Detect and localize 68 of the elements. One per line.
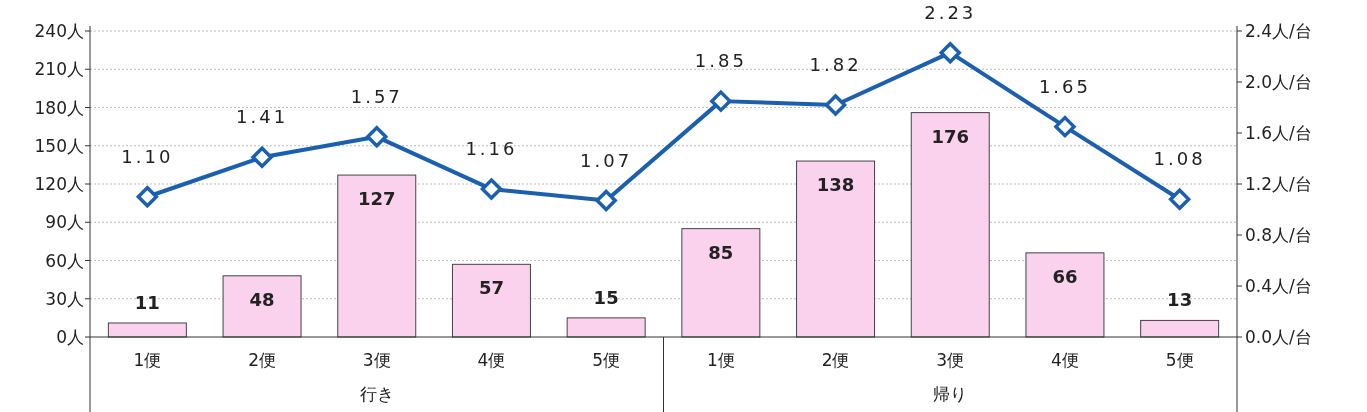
y-tick-label: 210人	[34, 59, 84, 80]
text: 帰り	[933, 384, 968, 404]
x-tick-label: 4便	[477, 350, 506, 370]
y-tick-label: 0人	[56, 327, 84, 347]
y-tick-label: 90人	[45, 212, 84, 233]
bar	[681, 228, 761, 338]
point	[1054, 115, 1076, 138]
y2-tick-label: 2.4人/台	[1245, 21, 1312, 41]
y-tick-label: 120人	[34, 174, 84, 194]
y2-tick-label: 0.8人/台	[1245, 225, 1312, 245]
data-label: 127	[357, 188, 396, 210]
data-label: 2.23	[924, 1, 977, 23]
data-label: 1.65	[1038, 75, 1091, 97]
point	[824, 94, 847, 116]
bar	[222, 275, 302, 338]
x-tick-label: 1便	[706, 350, 735, 370]
bar	[337, 174, 417, 338]
bar	[566, 317, 646, 338]
bar	[451, 263, 531, 338]
x-tick-label: 2便	[248, 350, 276, 370]
bar	[107, 322, 187, 338]
y-tick-label: 150人	[34, 135, 84, 156]
y2-tick-label: 2.0人/台	[1245, 72, 1312, 92]
data-label: 176	[931, 125, 970, 147]
data-label: 13	[1167, 289, 1193, 311]
data-label: 57	[478, 277, 504, 299]
y2-tick-label: 0.0人/台	[1245, 327, 1312, 347]
data-label: 1.10	[121, 145, 174, 167]
data-label: 138	[816, 174, 855, 196]
data-label: 1.41	[236, 106, 289, 128]
bar	[1140, 319, 1220, 338]
bar	[796, 160, 876, 338]
bar	[1025, 252, 1105, 338]
y-tick-label: 30人	[45, 288, 84, 309]
x-tick-label: 5便	[1165, 350, 1194, 370]
x-tick-label: 4便	[1051, 350, 1079, 370]
point	[1168, 188, 1191, 211]
y2-tick-label: 1.6人/台	[1245, 123, 1312, 143]
data-label: 48	[249, 288, 275, 310]
x-tick-label: 3便	[362, 350, 391, 370]
point	[251, 146, 273, 168]
data-label: 1.57	[350, 85, 403, 107]
data-label: 1.82	[809, 53, 862, 75]
x-tick-label: 3便	[936, 350, 965, 370]
x-tick-label: 2便	[821, 350, 850, 370]
point	[595, 189, 617, 212]
point	[939, 41, 961, 64]
point	[710, 90, 732, 112]
data-label: 1.07	[580, 149, 633, 171]
y2-tick-label: 0.4人/台	[1245, 276, 1312, 296]
bar	[910, 112, 990, 338]
data-label: 11	[134, 291, 160, 313]
data-label: 1.16	[465, 138, 518, 160]
y-tick-label: 60人	[45, 250, 84, 271]
point	[480, 178, 503, 200]
x-tick-label: 5便	[592, 350, 621, 370]
data-label: 1.08	[1153, 148, 1206, 170]
y2-tick-label: 1.2人/台	[1245, 174, 1312, 194]
data-label: 85	[708, 241, 734, 263]
text: 行き	[359, 384, 394, 404]
data-label: 1.85	[694, 50, 747, 72]
point	[366, 126, 388, 148]
x-tick-label: 1便	[133, 350, 162, 370]
y-tick-label: 180人	[34, 97, 84, 118]
data-label: 15	[593, 286, 619, 308]
y-tick-label: 240人	[34, 21, 84, 41]
point	[136, 186, 159, 208]
data-label: 66	[1052, 265, 1078, 287]
